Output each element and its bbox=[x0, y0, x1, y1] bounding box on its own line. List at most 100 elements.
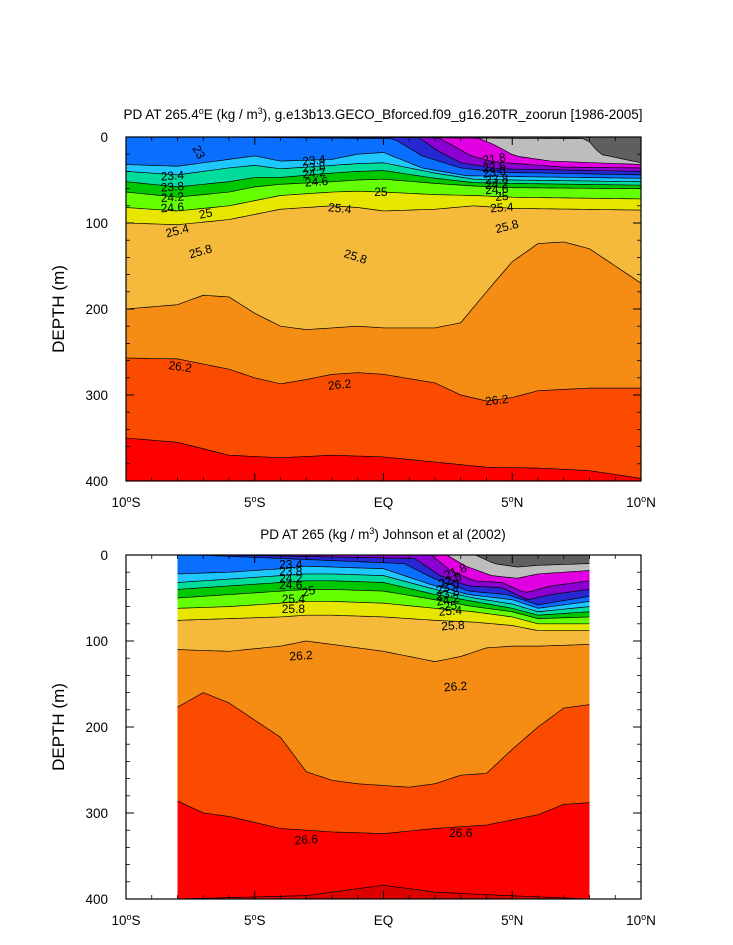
panel-obs-contours bbox=[177, 555, 590, 899]
y-tick-label: 100 bbox=[85, 216, 108, 231]
contour-line bbox=[435, 137, 641, 169]
contour-line bbox=[177, 589, 590, 619]
panel-model: PD AT 265.4oE (kg / m3), g.e13b13.GECO_B… bbox=[49, 106, 656, 510]
contour-line bbox=[473, 555, 590, 568]
contour-label: 25.8 bbox=[342, 246, 369, 267]
contour-line bbox=[177, 565, 590, 609]
contour-label: 26.6 bbox=[449, 826, 473, 840]
contour-label: 23.4 bbox=[302, 152, 327, 168]
contour-line bbox=[126, 241, 641, 330]
contour-label: 25 bbox=[300, 583, 317, 600]
contour-line bbox=[126, 437, 641, 479]
x-tick-label: 5oS bbox=[244, 494, 266, 510]
contour-label: 26.2 bbox=[289, 648, 314, 664]
x-tick-label: 5oN bbox=[501, 912, 523, 928]
contour-label: 22.6 bbox=[482, 159, 507, 176]
contour-label: 24.6 bbox=[304, 174, 329, 190]
contour-line bbox=[126, 357, 641, 402]
panel-model-ylabel: DEPTH (m) bbox=[49, 265, 68, 353]
contour-label: 23.8 bbox=[435, 584, 461, 603]
contour-label: 21.8 bbox=[482, 150, 507, 167]
contour-band bbox=[126, 438, 641, 481]
contour-label: 26.2 bbox=[484, 392, 509, 408]
contour-label: 25.4 bbox=[438, 603, 463, 619]
contour-line bbox=[177, 800, 590, 834]
x-tick-label: 5oN bbox=[501, 494, 523, 510]
contour-line bbox=[446, 555, 590, 579]
y-tick-label: 200 bbox=[85, 720, 108, 735]
contour-line bbox=[474, 137, 641, 165]
y-tick-label: 400 bbox=[85, 892, 108, 907]
contour-label: 26.2 bbox=[168, 358, 193, 375]
y-tick-label: 300 bbox=[85, 806, 108, 821]
x-tick-label: 10oS bbox=[111, 494, 140, 510]
contour-label: 25.8 bbox=[441, 618, 466, 634]
contour-band bbox=[126, 358, 641, 481]
contour-label: 24.2 bbox=[485, 177, 510, 193]
x-tick-label: 10oS bbox=[111, 912, 140, 928]
x-tick-label: EQ bbox=[374, 495, 394, 510]
panel-model-contour-labels: 23 23.423.824.224.62525.425.823.423.824.2… bbox=[160, 143, 520, 408]
contour-line bbox=[177, 640, 590, 662]
contour-line bbox=[430, 555, 590, 593]
contour-label: 23.8 bbox=[160, 179, 185, 195]
contour-line bbox=[126, 205, 641, 226]
contour-line bbox=[177, 601, 590, 625]
contour-label: 24.2 bbox=[279, 571, 303, 585]
contour-label: 25.4 bbox=[282, 592, 306, 606]
panel-observations: PD AT 265 (kg / m3) Johnson et al (2002)… bbox=[49, 526, 656, 928]
x-tick-label: EQ bbox=[374, 913, 394, 928]
y-tick-label: 300 bbox=[85, 388, 108, 403]
y-tick-label: 0 bbox=[100, 130, 108, 145]
y-tick-label: 400 bbox=[85, 474, 108, 489]
contour-label: 24.2 bbox=[302, 165, 327, 181]
panel-model-contours bbox=[126, 137, 641, 481]
contour-label: 25 bbox=[198, 205, 214, 222]
contour-label: 25.4 bbox=[327, 200, 352, 216]
panel-obs-contour-labels: 23.423.824.224.62525.425.821.822.623.023… bbox=[279, 557, 473, 847]
x-tick-label: 10oN bbox=[626, 494, 656, 510]
contour-label: 26.2 bbox=[443, 679, 468, 695]
contour-label: 24.6 bbox=[160, 200, 185, 216]
x-tick-label: 5oS bbox=[244, 912, 266, 928]
contour-label: 25.8 bbox=[282, 602, 306, 616]
contour-line bbox=[126, 152, 641, 179]
panel-obs-ylabel: DEPTH (m) bbox=[49, 683, 68, 771]
panel-obs-title: PD AT 265 (kg / m3) Johnson et al (2002) bbox=[260, 526, 505, 542]
y-tick-label: 200 bbox=[85, 302, 108, 317]
contour-line bbox=[126, 162, 641, 183]
contour-label: 23.8 bbox=[279, 564, 303, 578]
x-tick-label: 10oN bbox=[626, 912, 656, 928]
y-tick-label: 0 bbox=[100, 548, 108, 563]
contour-line bbox=[416, 137, 641, 172]
contour-label: 25.8 bbox=[187, 241, 214, 261]
contour-label: 25.4 bbox=[164, 221, 190, 240]
contour-label: 25 bbox=[443, 598, 458, 614]
contour-line bbox=[177, 884, 590, 899]
contour-label: 24.2 bbox=[435, 591, 461, 609]
contour-label: 26.6 bbox=[294, 832, 319, 848]
contour-label: 25 bbox=[495, 189, 510, 204]
contour-line bbox=[177, 580, 590, 616]
contour-label: 23.4 bbox=[160, 168, 185, 184]
contour-label: 23.0 bbox=[482, 164, 507, 181]
contour-label: 26.2 bbox=[327, 376, 352, 392]
contour-label: 25.8 bbox=[494, 217, 520, 236]
contour-line bbox=[126, 178, 641, 198]
y-tick-label: 100 bbox=[85, 634, 108, 649]
contour-label: 23.8 bbox=[485, 171, 510, 187]
contour-line bbox=[177, 692, 590, 788]
contour-line bbox=[126, 190, 641, 212]
contour-label: 25 bbox=[374, 185, 388, 199]
contour-line bbox=[177, 614, 590, 632]
contour-line bbox=[126, 170, 641, 188]
contour-label: 23 bbox=[190, 143, 209, 162]
contour-label: 23.8 bbox=[302, 159, 327, 175]
panel-model-title: PD AT 265.4oE (kg / m3), g.e13b13.GECO_B… bbox=[123, 106, 642, 122]
contour-label: 23.0 bbox=[434, 577, 461, 598]
contour-label: 24.2 bbox=[160, 189, 185, 205]
contour-label: 24.6 bbox=[485, 182, 510, 198]
